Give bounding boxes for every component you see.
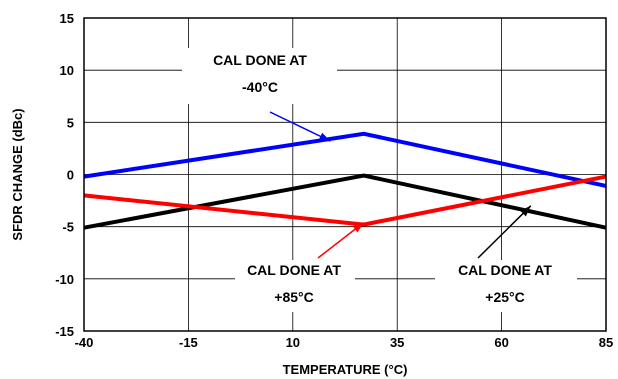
series-line — [83, 131, 607, 188]
y-tick-label: 0 — [67, 168, 74, 183]
x-axis-label: TEMPERATURE (°C) — [283, 362, 408, 377]
annotation-bg — [435, 260, 577, 312]
annotation-text: CAL DONE AT — [213, 52, 307, 68]
series-lines — [83, 131, 607, 230]
x-tick-label: 60 — [494, 335, 508, 350]
x-tick-label: -15 — [179, 335, 198, 350]
annotation-arrowhead — [318, 132, 331, 142]
y-axis-label: SFDR CHANGE (dBc) — [10, 108, 25, 240]
y-tick-label: 5 — [67, 115, 74, 130]
annotation-bg — [182, 48, 337, 104]
annotations: CAL DONE AT -40°C CAL DONE AT +85°C CAL DONE… — [182, 48, 577, 312]
annotation-text: -40°C — [242, 79, 278, 95]
y-tick-label: -15 — [55, 324, 74, 339]
annotation-arrowhead — [520, 205, 531, 217]
y-tick-labels: -15 -10 -5 0 5 10 15 — [55, 11, 74, 339]
x-tick-label: 10 — [286, 335, 300, 350]
annotation-bg — [235, 260, 355, 312]
annotation-arrow — [477, 205, 532, 259]
annotation-arrow — [269, 111, 331, 142]
x-tick-label: -40 — [75, 335, 94, 350]
plot-frame — [83, 17, 607, 332]
annotation-text: CAL DONE AT — [247, 262, 341, 278]
y-tick-label: 10 — [60, 63, 74, 78]
annotation-arrowhead — [352, 222, 364, 233]
x-tick-labels: -40 -15 10 35 60 85 — [75, 335, 614, 350]
y-tick-label: -5 — [62, 220, 74, 235]
series-line — [83, 174, 607, 227]
x-tick-label: 85 — [599, 335, 613, 350]
y-tick-label: -10 — [55, 272, 74, 287]
x-tick-label: 35 — [390, 335, 404, 350]
annotation-text: +85°C — [274, 289, 313, 305]
annotation-text: +25°C — [485, 289, 524, 305]
annotation-text: CAL DONE AT — [458, 262, 552, 278]
y-tick-label: 15 — [60, 11, 74, 26]
